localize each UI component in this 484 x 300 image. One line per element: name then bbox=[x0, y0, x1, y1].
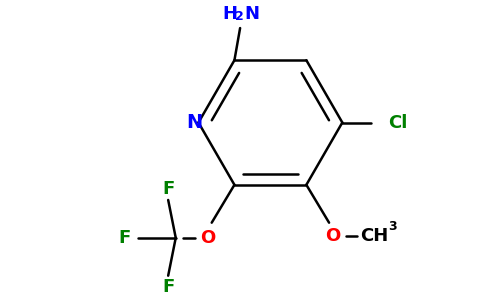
Text: F: F bbox=[162, 180, 174, 198]
Text: Cl: Cl bbox=[388, 113, 407, 131]
Text: CH: CH bbox=[361, 227, 389, 245]
Text: N: N bbox=[244, 5, 259, 23]
Text: F: F bbox=[162, 278, 174, 296]
Text: O: O bbox=[200, 229, 215, 247]
Text: F: F bbox=[119, 229, 131, 247]
Text: 2: 2 bbox=[235, 10, 243, 23]
Text: 3: 3 bbox=[388, 220, 397, 233]
Text: O: O bbox=[325, 227, 340, 245]
Text: N: N bbox=[186, 113, 203, 132]
Text: H: H bbox=[222, 5, 237, 23]
